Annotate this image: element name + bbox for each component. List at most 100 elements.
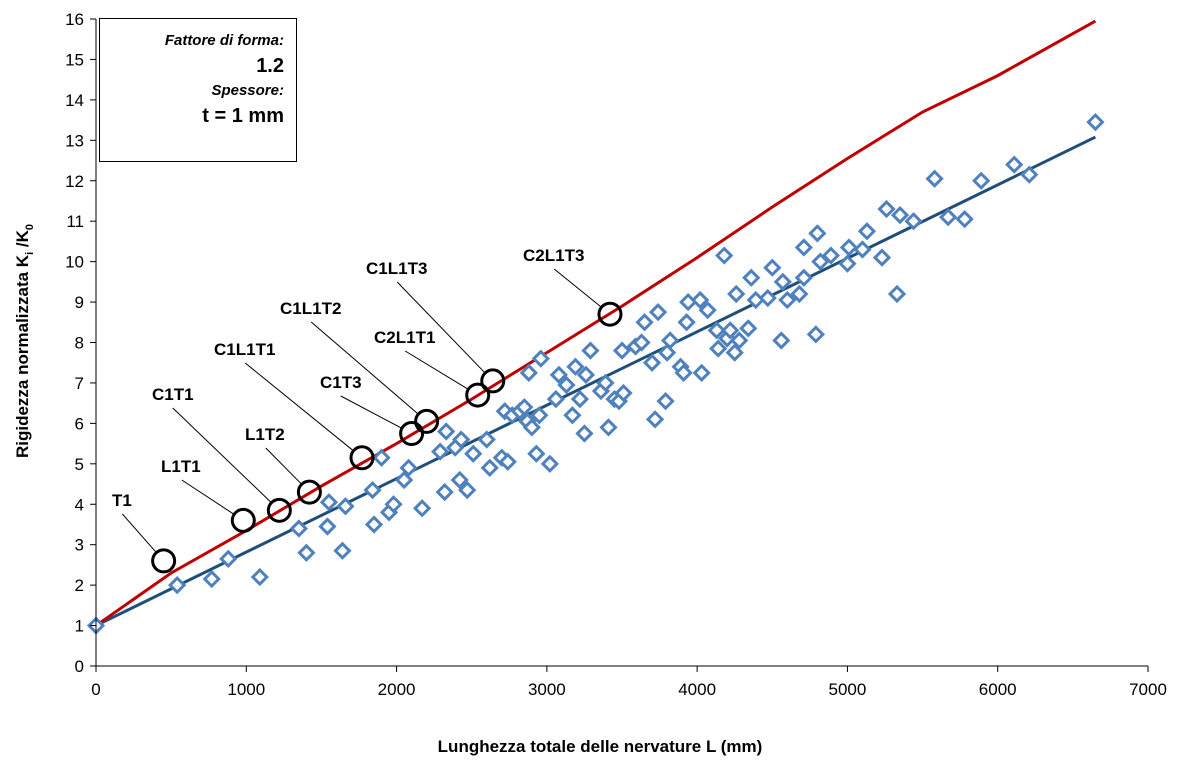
annotation-leader [396,281,485,373]
highlight-circle [266,497,292,523]
data-point [877,199,896,219]
annotation-leader [265,447,302,484]
data-point [399,458,418,477]
data-point [955,210,974,229]
data-point [727,284,746,304]
data-point [648,303,668,322]
highlight-circle [465,382,491,408]
highlight-circle [151,548,177,574]
shape-factor-label: Fattore di forma: [164,32,284,49]
data-point [363,480,382,500]
data-point [250,567,269,587]
data-point [872,248,892,267]
data-point [519,363,538,382]
data-point [632,333,651,352]
data-point [730,331,749,350]
data-point [614,383,633,403]
x-tick-label: 1000 [227,680,265,699]
data-point [657,343,677,362]
data-point [289,519,309,538]
annotation-leader [340,395,402,429]
x-tick-label: 4000 [678,680,716,699]
data-point [450,470,469,490]
data-point [549,365,569,384]
data-point [772,331,791,350]
data-point [838,254,857,273]
data-point [431,442,450,461]
data-point [202,569,221,589]
data-point [372,448,391,467]
highlight-circle [597,301,623,327]
data-point [790,284,809,304]
data-point [297,543,316,562]
data-point [679,292,698,312]
annotations: T1 L1T1 C1T1 L1T2 C1L1T1 C1T3 C1L1T2 C2L1T1 C1L1… [112,246,623,574]
data-point [763,258,782,277]
annotation-label: L1T1 [161,457,201,476]
data-point [546,389,565,409]
data-point [1005,155,1024,174]
data-point [168,576,187,595]
shape-factor-value: 1.2 [256,55,284,77]
x-tick-label: 7000 [1129,680,1167,699]
data-point [540,454,559,473]
data-point [612,341,632,360]
y-tick-label: 9 [75,293,84,312]
data-point [635,313,654,332]
x-tick-label: 3000 [528,680,566,699]
data-point [674,363,693,382]
data-point [645,410,665,429]
data-point [1020,165,1039,184]
y-tick-label: 10 [65,253,84,272]
data-point [925,169,944,188]
annotation-label: C2L1T1 [374,328,435,347]
data-point [333,541,352,560]
trend-line [95,135,1097,627]
y-tick-label: 15 [65,50,84,69]
data-point [660,331,680,350]
annotation-label: L1T2 [245,425,285,444]
annotation-label: C1L1T3 [366,259,427,278]
data-point [570,389,590,409]
annotation-leader [310,321,418,414]
x-axis-title: Lunghezza totale delle nervature L (mm) [438,737,763,756]
annotation-leader [553,268,601,308]
data-point [1086,112,1105,132]
data-point [515,398,534,417]
x-tick-label: 5000 [829,680,867,699]
data-point [794,268,813,287]
data-point [435,482,454,502]
data-point [938,208,958,227]
data-point [477,430,496,449]
data-point [596,373,615,393]
y-tick-label: 7 [75,374,84,393]
data-point [498,452,517,471]
data-point [531,349,550,368]
thickness-label: Spessore: [211,82,284,99]
data-point [758,288,777,308]
x-tick-label: 2000 [378,680,416,699]
y-tick-label: 5 [75,455,84,474]
x-tick-label: 0 [91,680,100,699]
data-point [530,406,549,425]
data-point [464,444,483,463]
data-point [384,495,403,514]
data-point [364,515,384,534]
data-point [336,497,355,516]
data-point [698,301,717,320]
data-point [857,222,877,241]
highlight-circle [399,420,425,446]
y-tick-label: 14 [65,91,84,110]
annotation-label: C1L1T2 [280,299,341,318]
annotation-label: C1T1 [152,385,194,404]
thickness-value: t = 1 mm [202,105,284,127]
data-point [725,343,744,362]
data-point [599,418,618,437]
y-tick-label: 16 [65,10,84,29]
data-point [739,319,758,338]
series-lines [95,19,1097,627]
data-point [794,238,813,257]
y-tick-label: 0 [75,657,84,676]
